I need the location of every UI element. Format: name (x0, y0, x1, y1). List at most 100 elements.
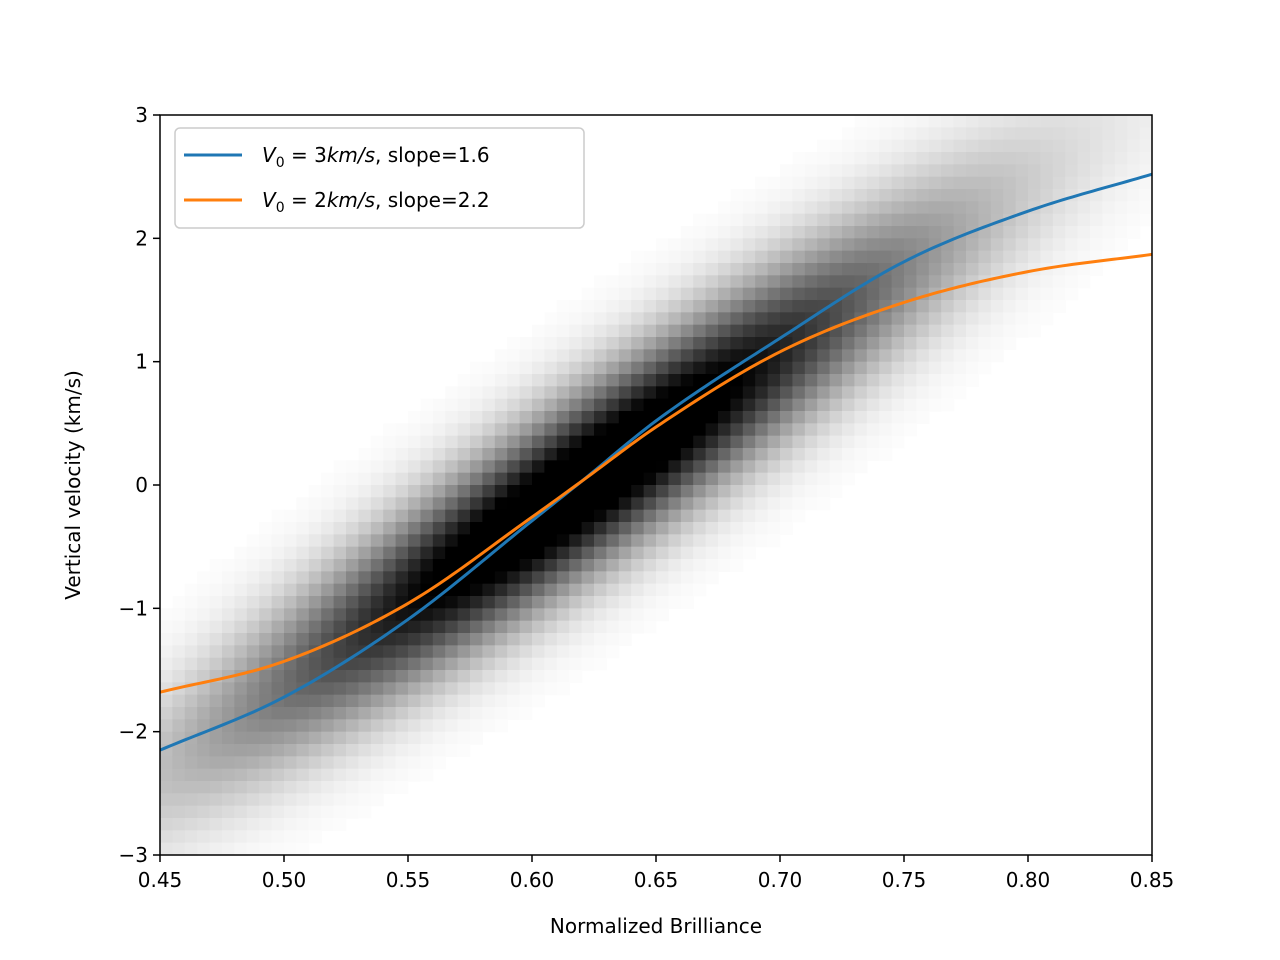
heatmap-cell (284, 744, 297, 757)
heatmap-cell (532, 460, 545, 474)
heatmap-cell (842, 337, 855, 350)
heatmap-cell (594, 522, 607, 535)
heatmap-cell (556, 324, 570, 338)
heatmap-cell (494, 497, 508, 511)
heatmap-cell (457, 448, 471, 461)
heatmap-cell (284, 645, 297, 659)
heatmap-cell (370, 620, 384, 634)
heatmap-cell (842, 226, 855, 239)
heatmap-cell (581, 312, 595, 326)
heatmap-cell (618, 337, 632, 350)
heatmap-cell (457, 497, 471, 511)
heatmap-cell (284, 842, 297, 856)
heatmap-cell (284, 670, 297, 683)
heatmap-cell (246, 633, 260, 646)
heatmap-cell (222, 768, 235, 782)
heatmap-cell (544, 583, 558, 597)
heatmap-cell (966, 238, 979, 252)
heatmap-cell (767, 263, 781, 276)
heatmap-cell (668, 386, 682, 400)
heatmap-cell (408, 435, 421, 449)
heatmap-cell (532, 534, 545, 548)
heatmap-cell (445, 411, 459, 424)
heatmap-cell (209, 682, 223, 696)
heatmap-cell (470, 571, 483, 585)
heatmap-cell (395, 731, 409, 745)
heatmap-cell (755, 485, 769, 498)
heatmap-cell (1139, 139, 1153, 153)
heatmap-cell (854, 386, 868, 400)
heatmap-cell (1015, 238, 1029, 252)
heatmap-cell (569, 608, 583, 622)
heatmap-cell (656, 287, 669, 301)
heatmap-cell (1077, 201, 1091, 215)
x-axis-label: Normalized Brilliance (550, 914, 762, 938)
heatmap-cell (643, 460, 657, 474)
heatmap-cell (866, 448, 880, 461)
heatmap-cell (470, 620, 483, 634)
heatmap-cell (904, 337, 917, 350)
heatmap-cell (1139, 127, 1153, 141)
heatmap-cell (767, 448, 781, 461)
heatmap-cell (271, 559, 285, 572)
heatmap-cell (829, 460, 843, 474)
heatmap-cell (1102, 164, 1116, 178)
heatmap-cell (284, 781, 297, 794)
heatmap-cell (718, 386, 731, 400)
heatmap-cell (680, 226, 694, 239)
heatmap-cell (333, 522, 347, 535)
heatmap-cell (978, 361, 992, 375)
heatmap-cell (594, 300, 607, 313)
heatmap-cell (209, 830, 223, 844)
heatmap-cell (321, 744, 335, 757)
heatmap-cell (693, 312, 707, 326)
heatmap-cell (544, 324, 558, 338)
heatmap-cell (817, 176, 831, 190)
heatmap-cell (742, 460, 756, 474)
heatmap-cell (321, 756, 335, 770)
heatmap-cell (631, 287, 645, 301)
heatmap-cell (656, 460, 669, 474)
heatmap-cell (296, 509, 310, 523)
heatmap-cell (742, 386, 756, 400)
heatmap-cell (842, 127, 855, 141)
heatmap-cell (222, 707, 235, 720)
heatmap-cell (618, 472, 632, 486)
heatmap-cell (1090, 127, 1103, 141)
heatmap-cell (321, 583, 335, 597)
heatmap-cell (730, 546, 744, 560)
heatmap-cell (928, 374, 942, 387)
heatmap-cell (445, 546, 459, 560)
heatmap-cell (817, 300, 831, 313)
heatmap-cell (507, 546, 521, 560)
heatmap-cell (891, 139, 905, 153)
heatmap-cell (494, 707, 508, 720)
heatmap-cell (1065, 238, 1079, 252)
heatmap-cell (953, 287, 967, 301)
heatmap-cell (544, 374, 558, 387)
heatmap-cell (383, 756, 397, 770)
heatmap-cell (643, 349, 657, 363)
heatmap-cell (804, 287, 818, 301)
heatmap-cell (234, 793, 248, 807)
heatmap-cell (668, 559, 682, 572)
heatmap-cell (891, 213, 905, 227)
heatmap-cell (494, 435, 508, 449)
heatmap-cell (1065, 115, 1079, 128)
heatmap-cell (346, 509, 359, 523)
heatmap-cell (408, 670, 421, 683)
heatmap-cell (482, 633, 496, 646)
heatmap-cell (978, 263, 992, 276)
heatmap-cell (321, 707, 335, 720)
y-tick-label: −1 (119, 596, 148, 620)
heatmap-cell (730, 238, 744, 252)
heatmap-cell (321, 497, 335, 511)
heatmap-cell (643, 263, 657, 276)
heatmap-cell (631, 448, 645, 461)
heatmap-cell (271, 781, 285, 794)
heatmap-cell (1003, 115, 1017, 128)
heatmap-cell (594, 633, 607, 646)
heatmap-cell (668, 337, 682, 350)
heatmap-cell (891, 201, 905, 215)
heatmap-cell (804, 374, 818, 387)
